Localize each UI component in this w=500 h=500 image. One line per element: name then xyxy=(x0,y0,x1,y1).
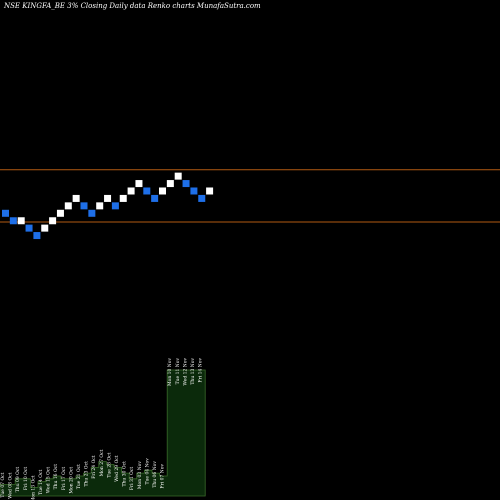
date-label: Wed 12 Nov xyxy=(182,358,188,386)
renko-brick xyxy=(119,194,127,202)
renko-brick xyxy=(72,194,80,202)
date-label: Fri 10 Oct xyxy=(23,467,29,491)
renko-brick xyxy=(17,217,25,225)
date-label: Mon 20 Oct xyxy=(68,467,74,494)
renko-brick xyxy=(143,187,151,195)
date-labels: Tue 07 Oct Wed 08 Oct Thu 09 Oct Fri 10 Oct… xyxy=(0,358,204,500)
date-label: Tue 11 Nov xyxy=(175,358,181,385)
date-label: Wed 29 Oct xyxy=(114,455,120,482)
date-label: Tue 14 Oct xyxy=(38,470,44,495)
renko-brick xyxy=(127,187,135,195)
volume-area-shape xyxy=(0,369,206,497)
date-label: Thu 23 Oct xyxy=(84,461,90,487)
date-label: Thu 13 Nov xyxy=(190,358,196,385)
date-label: Mon 10 Nov xyxy=(167,358,173,386)
renko-brick xyxy=(9,217,17,225)
renko-brick xyxy=(198,194,206,202)
date-label: Thu 06 Nov xyxy=(152,461,158,488)
renko-brick xyxy=(159,187,166,195)
date-label: Fri 17 Oct xyxy=(61,467,67,491)
date-label: Mon 13 Oct xyxy=(30,475,36,500)
renko-brick xyxy=(33,232,41,240)
renko-brick xyxy=(41,224,49,232)
volume-area xyxy=(0,369,206,497)
renko-brick xyxy=(25,224,33,232)
renko-brick xyxy=(166,180,174,188)
date-label: Wed 15 Oct xyxy=(46,467,52,494)
chart-title: NSE KINGFA_BE 3% Closing Daily data Renk… xyxy=(4,2,261,10)
date-label: Fri 31 Oct xyxy=(129,467,135,491)
renko-brick xyxy=(80,202,88,210)
renko-brick xyxy=(96,202,104,210)
renko-brick xyxy=(174,172,182,180)
date-label: Wed 08 Oct xyxy=(8,472,14,499)
date-label: Fri 14 Nov xyxy=(198,358,204,383)
renko-brick xyxy=(151,194,159,202)
renko-brick xyxy=(49,217,57,225)
date-label: Fri 07 Nov xyxy=(160,464,166,489)
renko-brick xyxy=(135,180,143,188)
date-label: Tue 07 Oct xyxy=(0,472,6,497)
date-label: Thu 30 Oct xyxy=(122,461,128,487)
date-label: Thu 09 Oct xyxy=(15,467,21,493)
date-label: Tue 04 Nov xyxy=(144,458,150,485)
price-levels xyxy=(0,169,500,223)
renko-brick xyxy=(64,202,72,210)
date-label: Mon 27 Oct xyxy=(99,449,105,476)
renko-brick xyxy=(56,209,64,217)
renko-brick xyxy=(190,187,198,195)
renko-brick xyxy=(111,202,119,210)
date-label: Tue 28 Oct xyxy=(106,452,112,477)
renko-brick xyxy=(2,209,9,217)
date-label: Tue 21 Oct xyxy=(76,464,82,489)
date-label: Thu 16 Oct xyxy=(53,464,59,490)
date-label: Fri 24 Oct xyxy=(91,455,97,479)
renko-bricks xyxy=(2,172,214,240)
renko-brick xyxy=(104,194,112,202)
renko-brick xyxy=(88,209,96,217)
renko-brick xyxy=(182,180,190,188)
renko-brick xyxy=(206,187,214,195)
date-label: Mon 03 Nov xyxy=(137,461,143,489)
